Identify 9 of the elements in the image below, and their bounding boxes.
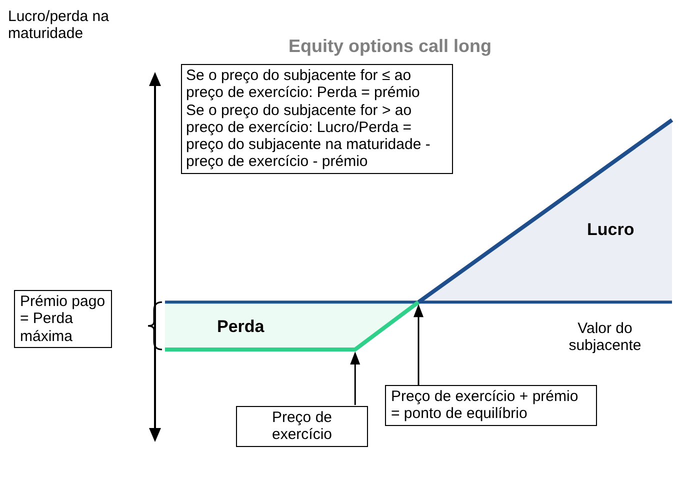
text: Preço de exercício + prémio = ponto de equilíbrio	[385, 385, 597, 426]
text: Preço de exercício	[236, 406, 368, 446]
text: Prémio pago = Perda máxima	[14, 290, 112, 348]
annotation: Perda	[217, 317, 264, 337]
text: Lucro/perda na maturidade	[8, 8, 110, 42]
annotation: Valor do subjacente	[568, 320, 642, 354]
chart-title: Equity options call long	[287, 36, 492, 57]
annotation: Lucro	[587, 220, 634, 240]
annotation: Se o preço do subjacente for ≤ ao preço de exercício: Perda = prémio Se o preço do subjacente for > ao preço de exercício: Lucro/Perda = preço do subjacente na maturidade - preço de exercício - prémio	[181, 64, 453, 174]
